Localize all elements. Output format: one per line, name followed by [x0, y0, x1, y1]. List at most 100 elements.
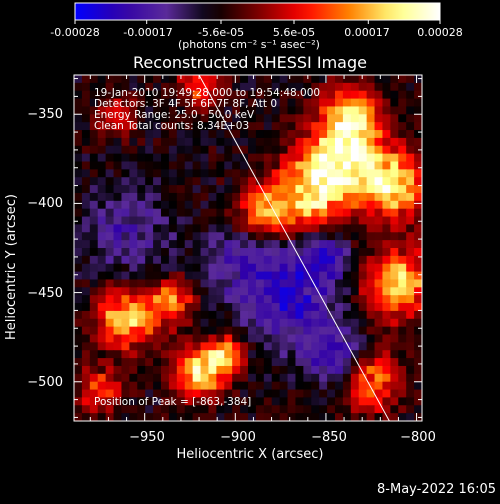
heatmap-cell — [176, 185, 186, 194]
heatmap-cell — [390, 295, 399, 304]
heatmap-cell — [113, 169, 123, 178]
heatmap-cell — [342, 130, 352, 139]
heatmap-cell — [113, 232, 123, 241]
heatmap-cell — [216, 248, 225, 257]
heatmap-cell — [303, 248, 312, 257]
heatmap-cell — [255, 350, 265, 359]
heatmap-cell — [137, 192, 146, 202]
heatmap-cell — [200, 200, 210, 210]
heatmap-cell — [303, 310, 312, 320]
heatmap-cell — [113, 114, 123, 123]
heatmap-cell — [113, 161, 123, 170]
heatmap-cell — [176, 216, 186, 226]
heatmap-cell — [161, 122, 170, 131]
heatmap-cell — [176, 240, 186, 249]
heatmap-cell — [319, 358, 328, 367]
heatmap-cell — [366, 271, 376, 281]
heatmap-cell — [390, 75, 399, 84]
heatmap-cell — [89, 90, 99, 100]
heatmap-cell — [200, 342, 210, 351]
heatmap-cell — [200, 177, 210, 186]
colorbar-frame — [74, 2, 441, 21]
heatmap-cell — [295, 358, 304, 367]
heatmap-cell — [366, 75, 376, 84]
heatmap-cell — [414, 130, 422, 139]
heatmap-cell — [176, 287, 186, 296]
heatmap-cell — [161, 224, 170, 233]
heatmap-cell — [113, 303, 123, 312]
heatmap-cell — [279, 177, 289, 186]
heatmap-cell — [358, 389, 368, 399]
heatmap-cell — [382, 145, 391, 155]
heatmap-cell — [153, 381, 162, 391]
heatmap-cell — [335, 365, 344, 375]
heatmap-cell — [358, 303, 368, 312]
heatmap-cell — [248, 358, 257, 367]
heatmap-cell — [200, 75, 210, 84]
heatmap-cell — [200, 326, 210, 336]
heatmap-cell — [303, 358, 312, 367]
heatmap-cell — [366, 318, 376, 328]
heatmap-cell — [97, 271, 107, 281]
heatmap-cell — [342, 373, 352, 383]
heatmap-cell — [105, 255, 115, 265]
heatmap-cell — [81, 161, 91, 170]
heatmap-cell — [327, 303, 336, 312]
heatmap-cell — [406, 350, 415, 359]
heatmap-cell — [263, 192, 273, 202]
heatmap-cell — [192, 114, 202, 123]
heatmap-cell — [200, 106, 210, 115]
heatmap-cell — [232, 216, 241, 226]
heatmap-cell — [390, 397, 399, 406]
heatmap-cell — [137, 145, 146, 155]
heatmap-cell — [129, 145, 138, 155]
heatmap-cell — [89, 82, 99, 92]
heatmap-cell — [97, 98, 107, 108]
heatmap-cell — [153, 310, 162, 320]
heatmap-cell — [303, 161, 312, 170]
heatmap-cell — [240, 350, 249, 359]
heatmap-cell — [113, 240, 123, 249]
heatmap-cell — [335, 145, 344, 155]
heatmap-cell — [121, 98, 130, 108]
heatmap-cell — [342, 397, 352, 406]
heatmap-cell — [168, 122, 178, 131]
heatmap-cell — [406, 365, 415, 375]
heatmap-cell — [366, 145, 376, 155]
heatmap-cell — [414, 248, 422, 257]
heatmap-cell — [129, 287, 138, 296]
heatmap-cell — [398, 318, 407, 328]
heatmap-cell — [81, 216, 91, 226]
heatmap-cell — [89, 287, 99, 296]
heatmap-cell — [129, 413, 138, 421]
heatmap-cell — [74, 106, 83, 115]
heatmap-cell — [81, 185, 91, 194]
heatmap-cell — [232, 310, 241, 320]
heatmap-cell — [161, 295, 170, 304]
heatmap-cell — [105, 373, 115, 383]
heatmap-cell — [398, 295, 407, 304]
heatmap-cell — [406, 122, 415, 131]
heatmap-cell — [208, 232, 217, 241]
heatmap-cell — [121, 310, 130, 320]
heatmap-cell — [350, 271, 360, 281]
heatmap-cell — [248, 287, 257, 296]
heatmap-cell — [248, 381, 257, 391]
heatmap-cell — [255, 106, 265, 115]
heatmap-cell — [240, 161, 249, 170]
heatmap-cell — [208, 185, 217, 194]
heatmap-cell — [192, 185, 202, 194]
heatmap-cell — [129, 185, 138, 194]
heatmap-cell — [192, 318, 202, 328]
heatmap-cell — [382, 279, 391, 288]
heatmap-cell — [208, 240, 217, 249]
heatmap-cell — [342, 82, 352, 92]
heatmap-cell — [105, 192, 115, 202]
heatmap-cell — [113, 98, 123, 108]
heatmap-cell — [240, 287, 249, 296]
heatmap-cell — [161, 381, 170, 391]
heatmap-cell — [319, 90, 328, 100]
heatmap-cell — [74, 185, 83, 194]
heatmap-cell — [295, 334, 304, 343]
heatmap-cell — [390, 224, 399, 233]
